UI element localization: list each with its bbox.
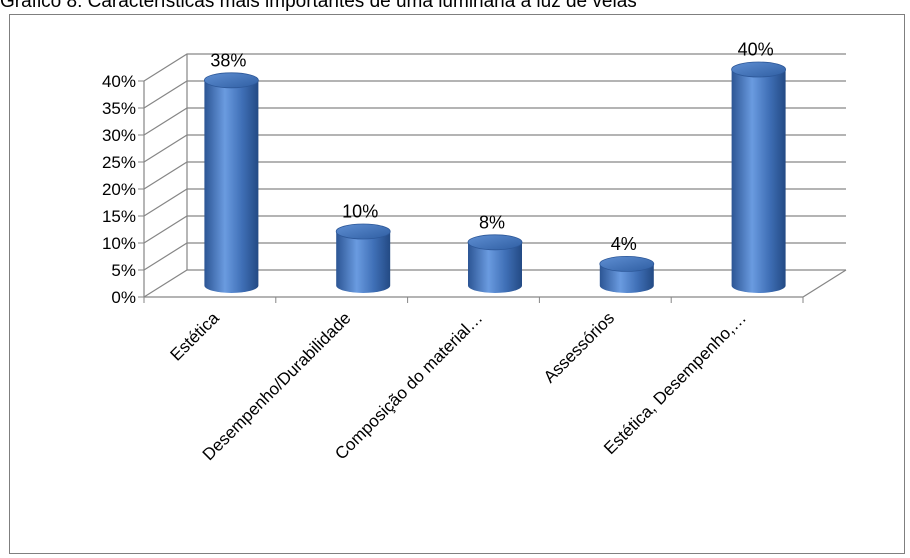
x-tick-label: Composição do material…: [331, 308, 486, 463]
bar-top: [335, 223, 391, 240]
data-label: 8%: [479, 212, 505, 232]
bar: [731, 61, 786, 294]
y-tick-label: 10%: [102, 234, 136, 253]
bar: [203, 72, 259, 294]
bar-body: [731, 69, 786, 294]
x-tick-label: Estética: [167, 308, 224, 365]
bar-body: [468, 242, 522, 294]
x-tick-label: Estética, Desempenho,…: [600, 308, 750, 458]
x-tick-label: Assessórios: [540, 308, 618, 386]
y-tick-label: 25%: [102, 153, 136, 172]
y-tick-label: 40%: [102, 72, 136, 91]
bar-top: [467, 234, 523, 251]
chart-frame: [9, 14, 905, 554]
y-tick-label: 0%: [111, 288, 136, 307]
y-tick-label: 30%: [102, 126, 136, 145]
y-tick-label: 5%: [111, 261, 136, 280]
data-label: 4%: [611, 234, 637, 254]
data-label: 40%: [738, 40, 774, 60]
bar: [467, 234, 523, 294]
bar-body: [204, 80, 259, 294]
data-label: 38%: [210, 50, 246, 70]
y-tick-label: 15%: [102, 207, 136, 226]
bar-body: [599, 263, 654, 294]
bar: [599, 255, 655, 294]
y-tick-label: 35%: [102, 99, 136, 118]
bar-top: [731, 61, 786, 78]
data-label: 10%: [342, 202, 378, 222]
bar: [335, 223, 391, 294]
y-tick-label: 20%: [102, 180, 136, 199]
chart-title: Gráfico 8: Características mais importan…: [0, 0, 637, 12]
x-tick-label: Desempenho/Durabilidade: [199, 308, 355, 464]
bar-top: [599, 255, 655, 272]
bar-body: [336, 231, 391, 294]
bar-top: [203, 72, 259, 89]
